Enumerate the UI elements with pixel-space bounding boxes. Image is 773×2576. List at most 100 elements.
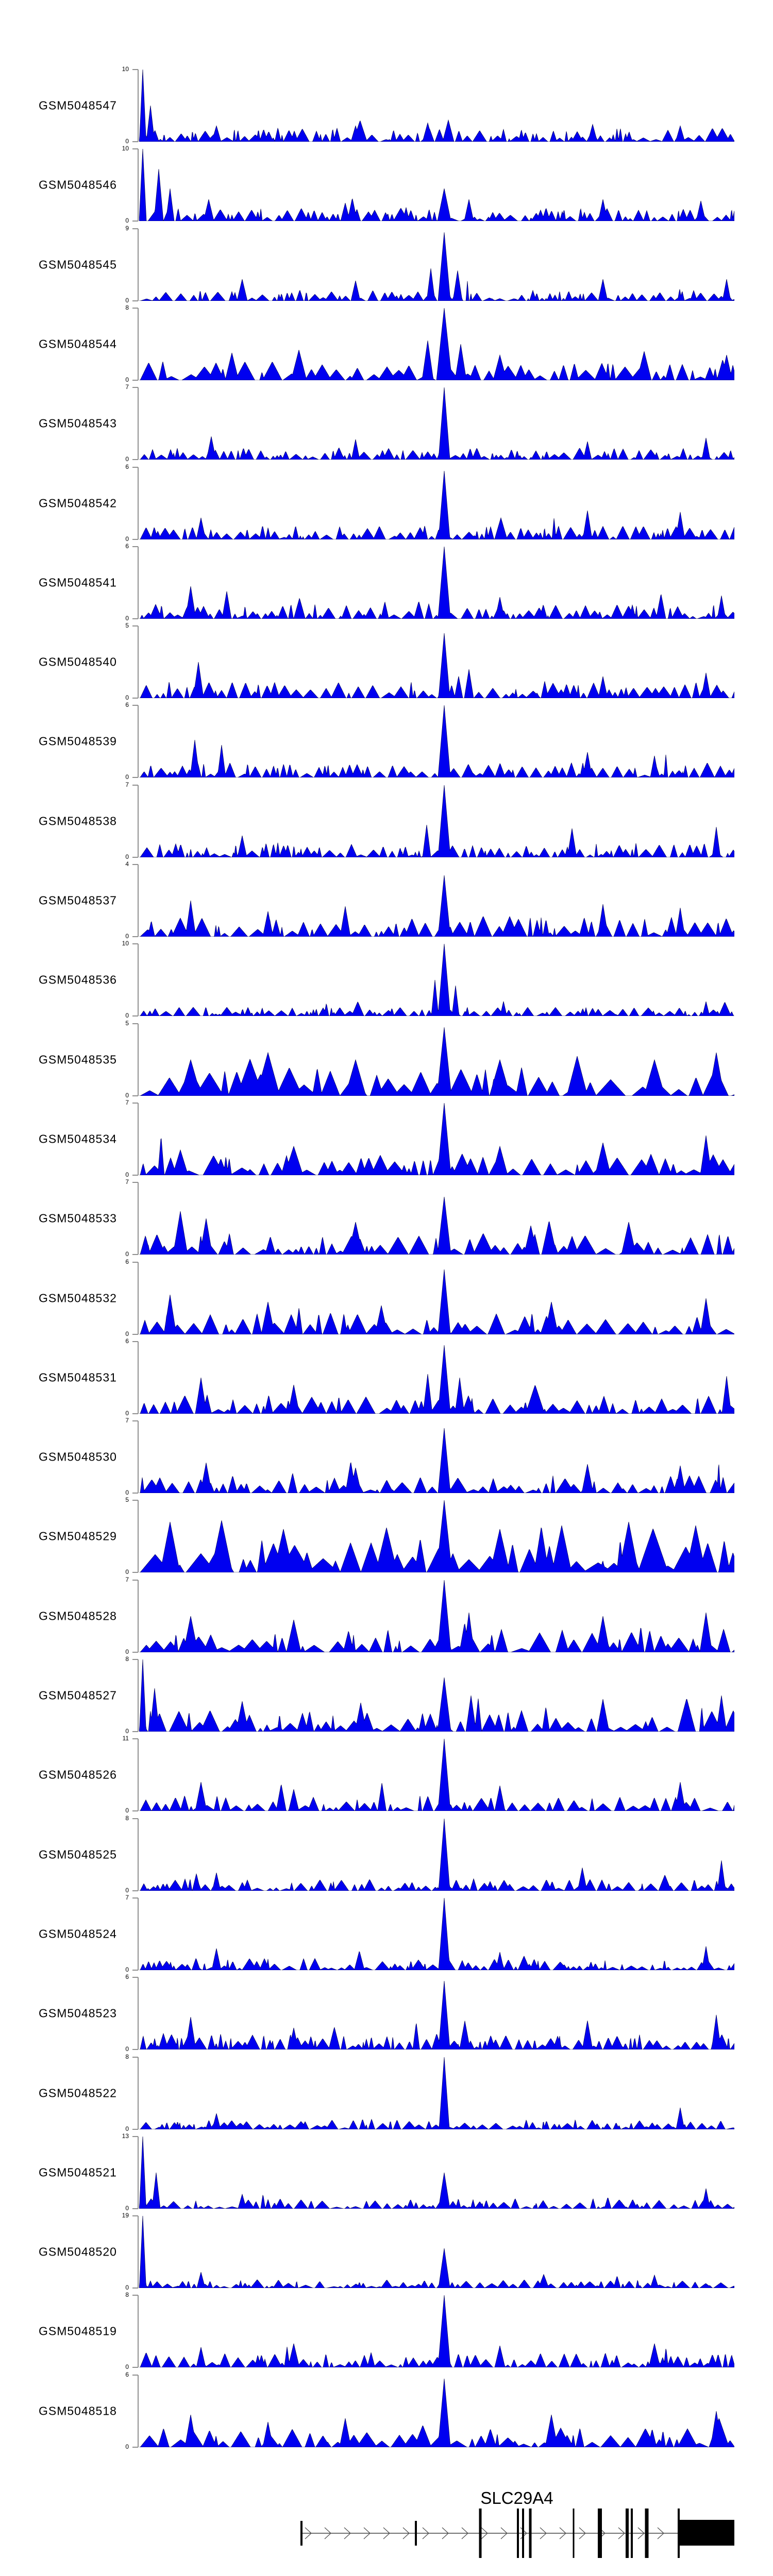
yaxis-max-value: 6	[125, 1337, 129, 1345]
yaxis-line	[138, 2057, 139, 2129]
signal-track-row: GSM5048539 6 0	[0, 701, 773, 781]
yaxis-top-tick	[132, 1897, 138, 1899]
sample-label: GSM5048534	[39, 1132, 117, 1146]
coverage-polygon	[139, 2295, 734, 2367]
coverage-polygon	[139, 1739, 734, 1811]
yaxis-bottom-tick	[132, 1970, 138, 1971]
yaxis-zero-value: 0	[125, 1489, 129, 1496]
coverage-area-chart	[139, 547, 734, 619]
yaxis-zero-value: 0	[125, 376, 129, 383]
yaxis-zero-value: 0	[125, 2205, 129, 2212]
coverage-polygon	[139, 633, 734, 698]
yaxis-zero-value: 0	[125, 138, 129, 145]
coverage-area-chart	[139, 633, 734, 698]
yaxis-line	[138, 2375, 139, 2447]
yaxis-bottom-tick	[132, 857, 138, 858]
signal-track-row: GSM5048524 7 0	[0, 1894, 773, 1973]
yaxis-line	[138, 865, 139, 937]
signal-track-row: GSM5048528 7 0	[0, 1576, 773, 1655]
sample-label: GSM5048541	[39, 575, 117, 589]
yaxis-line	[138, 705, 139, 777]
yaxis-zero-value: 0	[125, 1887, 129, 1894]
coverage-polygon	[139, 1027, 734, 1096]
signal-track-row: GSM5048537 4 0	[0, 860, 773, 940]
yaxis-line	[138, 1262, 139, 1334]
yaxis-bottom-tick	[132, 777, 138, 778]
yaxis-max-value: 8	[125, 1655, 129, 1663]
sample-label: GSM5048537	[39, 893, 117, 907]
yaxis-max-value: 6	[125, 543, 129, 550]
yaxis-top-tick	[132, 1659, 138, 1660]
sample-label: GSM5048543	[39, 416, 117, 430]
yaxis-max-value: 4	[125, 860, 129, 868]
yaxis-bottom-tick	[132, 1890, 138, 1891]
yaxis-top-tick	[132, 1580, 138, 1581]
coverage-area-chart	[139, 1739, 734, 1811]
strand-arrow-icon	[402, 2527, 410, 2539]
yaxis-top-tick	[132, 943, 138, 944]
exon-coding	[517, 2509, 519, 2558]
yaxis-zero-value: 0	[125, 217, 129, 224]
yaxis-max-value: 8	[125, 304, 129, 311]
yaxis-max-value: 10	[122, 65, 129, 73]
coverage-polygon	[139, 308, 734, 380]
yaxis-top-tick	[132, 2215, 138, 2216]
coverage-polygon	[139, 1500, 734, 1572]
exon-coding	[626, 2509, 629, 2558]
yaxis-top-tick	[132, 864, 138, 865]
sample-label: GSM5048521	[39, 2165, 117, 2179]
sample-label: GSM5048520	[39, 2245, 117, 2259]
signal-track-row: GSM5048534 7 0	[0, 1099, 773, 1178]
yaxis-max-value: 6	[125, 701, 129, 708]
coverage-polygon	[139, 1580, 734, 1652]
coverage-polygon	[139, 232, 734, 301]
coverage-polygon	[139, 785, 734, 857]
yaxis-line	[138, 2295, 139, 2367]
yaxis-top-tick	[132, 467, 138, 468]
yaxis-zero-value: 0	[125, 1727, 129, 1735]
signal-track-row: GSM5048523 6 0	[0, 1973, 773, 2053]
yaxis-bottom-tick	[132, 2049, 138, 2050]
yaxis-top-tick	[132, 1182, 138, 1183]
yaxis-max-value: 9	[125, 225, 129, 232]
yaxis-top-tick	[132, 387, 138, 388]
coverage-area-chart	[139, 2295, 734, 2367]
yaxis-top-tick	[132, 546, 138, 547]
coverage-area-chart	[139, 1580, 734, 1652]
exon-coding	[598, 2509, 602, 2558]
sample-label: GSM5048540	[39, 655, 117, 669]
yaxis-line	[138, 1024, 139, 1096]
yaxis-bottom-tick	[132, 380, 138, 381]
yaxis-line	[138, 626, 139, 698]
strand-arrow-icon	[363, 2527, 371, 2539]
yaxis-line	[138, 1819, 139, 1891]
yaxis-top-tick	[132, 1977, 138, 1978]
yaxis-zero-value: 0	[125, 2125, 129, 2132]
yaxis-zero-value: 0	[125, 2363, 129, 2370]
yaxis-line	[138, 229, 139, 301]
yaxis-zero-value: 0	[125, 2284, 129, 2291]
coverage-polygon	[139, 944, 734, 1016]
yaxis-max-value: 19	[122, 2212, 129, 2219]
yaxis-max-value: 6	[125, 1973, 129, 1980]
yaxis-line	[138, 149, 139, 221]
yaxis-max-value: 7	[125, 1894, 129, 1901]
coverage-area-chart	[139, 1980, 734, 2049]
gene-model-track: SLC29A4	[300, 2488, 734, 2558]
signal-track-row: GSM5048543 7 0	[0, 383, 773, 463]
coverage-area-chart	[139, 944, 734, 1016]
yaxis-top-tick	[132, 2375, 138, 2376]
coverage-polygon	[139, 875, 734, 937]
sample-label: GSM5048519	[39, 2324, 117, 2338]
yaxis-max-value: 7	[125, 1178, 129, 1185]
yaxis-line	[138, 308, 139, 380]
sample-label: GSM5048546	[39, 178, 117, 192]
exon-coding	[645, 2509, 649, 2558]
yaxis-zero-value: 0	[125, 1330, 129, 1337]
yaxis-line	[138, 1182, 139, 1255]
yaxis-bottom-tick	[132, 1015, 138, 1016]
yaxis-line	[138, 1739, 139, 1811]
sample-label: GSM5048529	[39, 1529, 117, 1543]
yaxis-bottom-tick	[132, 2287, 138, 2289]
